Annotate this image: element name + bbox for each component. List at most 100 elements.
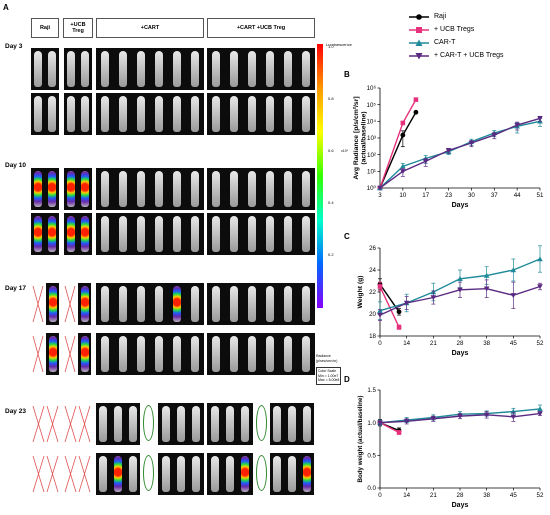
excluded-mark: [32, 335, 44, 373]
group-header-raji: Raji: [31, 18, 59, 38]
mouse-silhouette: [119, 171, 127, 207]
mouse-silhouette: [192, 406, 201, 442]
y-axis-label: Body weight (actual/baseline): [357, 396, 364, 483]
data-point: [483, 286, 490, 292]
x-tick-label: 45: [510, 492, 517, 499]
color-scale-title: Color Scale: [318, 369, 337, 373]
excluded-oval: [143, 405, 154, 441]
data-point: [483, 412, 490, 418]
y-tick-label: 18: [369, 333, 376, 340]
mouse-silhouette: [128, 406, 137, 442]
mouse-silhouette: [155, 171, 163, 207]
mouse-silhouette: [288, 406, 296, 442]
x-tick-label: 17: [422, 192, 429, 199]
colorbar-tick: 1.0: [328, 44, 334, 49]
data-point: [400, 163, 406, 169]
mouse-silhouette: [177, 456, 185, 492]
data-point: [510, 414, 517, 420]
mouse-image: [96, 213, 204, 255]
mouse-image: [96, 48, 204, 90]
mouse-silhouette: [119, 216, 127, 252]
excluded-mark: [46, 405, 59, 443]
mouse-silhouette: [48, 286, 57, 322]
mouse-image: [270, 403, 314, 445]
y-axis-label-line: Avg Radiance [p/s/cm²/sr]: [353, 96, 360, 179]
data-point: [457, 276, 463, 281]
series-3: [377, 411, 543, 426]
mouse-silhouette: [273, 406, 282, 442]
mouse-silhouette: [212, 96, 220, 132]
mouse-silhouette: [137, 51, 145, 87]
x-tick-label: 21: [430, 340, 437, 347]
mouse-image: [207, 213, 315, 255]
mouse-silhouette: [302, 406, 311, 442]
mouse-silhouette: [173, 51, 181, 87]
mouse-image: [207, 403, 253, 445]
colorbar-unit: Radiance (p/sec/cm²/sr): [316, 354, 337, 363]
x-tick-label: 52: [537, 492, 544, 499]
mouse-silhouette: [137, 336, 145, 372]
data-point: [422, 159, 429, 165]
mouse-silhouette: [99, 456, 108, 492]
series-line: [379, 111, 417, 189]
mouse-silhouette: [191, 51, 199, 87]
x-tick-label: 3: [378, 192, 382, 199]
legend-swatch-car-t: [409, 39, 429, 46]
mouse-image: [64, 48, 92, 90]
series-line: [379, 120, 541, 189]
data-point: [377, 185, 383, 191]
legend-label: CAR-T: [434, 39, 456, 46]
mouse-silhouette: [48, 336, 57, 372]
mouse-silhouette: [210, 406, 219, 442]
data-point: [377, 420, 383, 426]
mouse-silhouette: [161, 456, 170, 492]
mouse-silhouette: [101, 336, 109, 372]
x-tick-label: 21: [430, 492, 437, 499]
series-2: [377, 118, 543, 191]
mouse-silhouette: [248, 216, 256, 252]
mouse-silhouette: [161, 406, 170, 442]
colorbar-title: Luminescence: [326, 42, 352, 47]
y-tick-label: 26: [369, 245, 376, 252]
mouse-silhouette: [212, 336, 220, 372]
mouse-silhouette: [173, 336, 181, 372]
excluded-oval: [256, 455, 267, 491]
mouse-silhouette: [230, 96, 238, 132]
mouse-silhouette: [119, 51, 127, 87]
data-point: [396, 430, 402, 435]
mouse-image: [64, 213, 92, 255]
mouse-silhouette: [34, 51, 42, 87]
image-row: [30, 168, 318, 210]
mouse-silhouette: [266, 336, 274, 372]
mouse-silhouette: [101, 96, 109, 132]
mouse-silhouette: [177, 406, 185, 442]
mouse-silhouette: [128, 456, 137, 492]
legend-label: Raji: [434, 13, 447, 20]
y-axis-label: Weight (g): [357, 275, 364, 308]
panel-a-letter: A: [3, 3, 9, 12]
mouse-silhouette: [81, 51, 89, 87]
series-line: [379, 117, 541, 189]
mouse-silhouette: [266, 96, 274, 132]
mouse-silhouette: [67, 216, 75, 252]
x-tick-label: 52: [537, 340, 544, 347]
y-tick-label: 22: [369, 289, 376, 296]
y-tick-label: 10²: [367, 152, 376, 159]
data-point: [491, 132, 498, 138]
color-scale-box: Color Scale Min = 1.00e7 Max = 5.00e8: [316, 367, 342, 385]
group-header-cart-ucb-treg: +CART +UCB Treg: [207, 18, 315, 38]
mouse-silhouette: [137, 216, 145, 252]
x-tick-label: 38: [483, 340, 490, 347]
mouse-silhouette: [266, 216, 274, 252]
color-scale-max: Max = 5.00e8: [318, 378, 340, 383]
mouse-image: [96, 93, 204, 135]
colorbar-tick: 0.8: [328, 96, 334, 101]
x-tick-label: 23: [445, 192, 452, 199]
mouse-silhouette: [226, 406, 234, 442]
colorbar-tick: 0.4: [328, 200, 334, 205]
data-point: [537, 116, 543, 122]
mouse-silhouette: [67, 51, 75, 87]
data-point: [430, 295, 437, 301]
x-tick-label: 14: [403, 492, 410, 499]
mouse-silhouette: [273, 456, 282, 492]
